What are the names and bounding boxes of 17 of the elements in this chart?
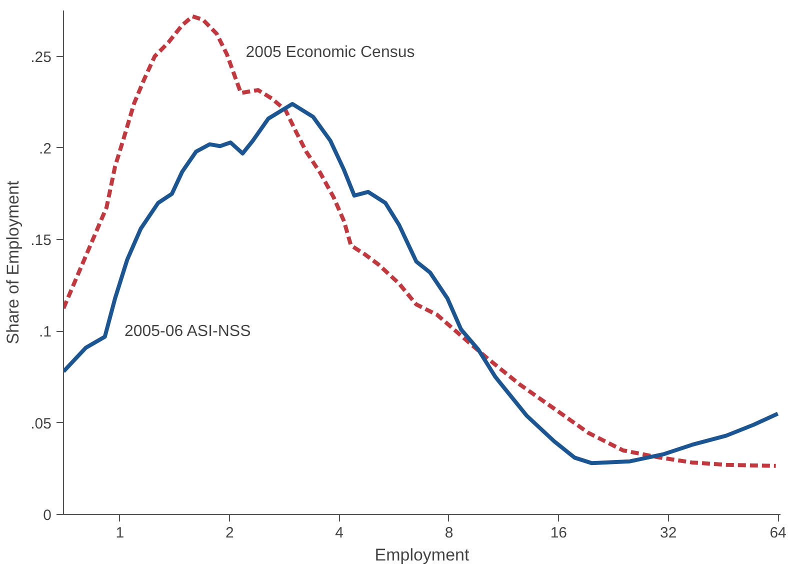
x-tick-label: 4 (335, 524, 344, 542)
y-tick-label: .1 (38, 324, 52, 341)
y-tick-label: .05 (30, 415, 52, 432)
series-label: 2005-06 ASI-NSS (124, 323, 251, 340)
x-tick-label: 1 (116, 524, 124, 542)
y-axis-title: Share of Employment (4, 180, 23, 344)
y-tick-label: .2 (38, 140, 52, 158)
x-axis-title: Employment (374, 546, 470, 564)
x-tick-label: 32 (660, 524, 677, 542)
x-tick-label: 2 (225, 524, 234, 542)
y-tick-label: .25 (30, 48, 52, 66)
x-tick-label: 8 (444, 524, 454, 542)
series-label: 2005 Economic Census (246, 44, 415, 62)
x-tick-label: 16 (550, 524, 568, 542)
x-tick-label: 64 (770, 524, 786, 542)
y-tick-label: .15 (30, 232, 52, 250)
y-tick-label: 0 (43, 507, 52, 524)
